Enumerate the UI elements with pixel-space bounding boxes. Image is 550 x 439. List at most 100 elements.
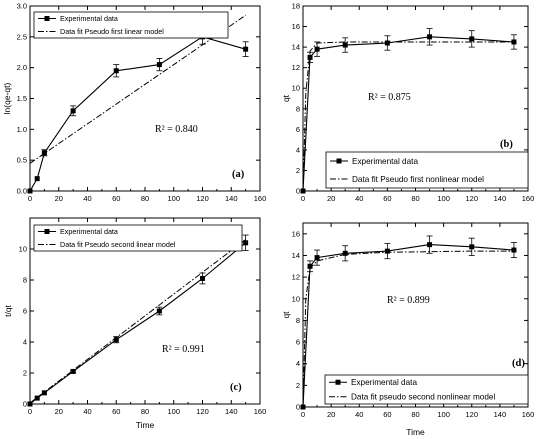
data-point	[27, 401, 33, 407]
legend-label: Experimental data	[60, 14, 118, 23]
data-point	[27, 188, 33, 194]
data-point	[41, 390, 47, 396]
data-point	[200, 275, 205, 281]
legend-label: Data fit pseudo second nonlinear model	[351, 393, 495, 402]
x-tick-label: 140	[225, 194, 238, 203]
data-point	[469, 244, 475, 250]
y-tick-label: 8	[296, 316, 300, 325]
x-tick-label: 120	[465, 410, 478, 419]
y-tick-label: 14	[292, 43, 300, 52]
legend-swatch-marker	[44, 229, 50, 234]
legend: Experimental data Data fit Pseudo second …	[33, 224, 243, 252]
x-tick-label: 160	[522, 410, 535, 419]
data-point	[314, 255, 320, 261]
x-tick-label: 20	[55, 407, 63, 416]
y-tick-label: 1.0	[17, 125, 27, 134]
data-point	[70, 368, 76, 374]
data-point	[469, 36, 475, 42]
panel-a: 0 20 40 60 80 100 120 140 160 0.0 0.5 1.0 1.5 2.0 2.5 3…	[2, 2, 266, 204]
y-axis-title: t/qt	[3, 304, 13, 316]
data-point	[243, 240, 249, 246]
legend-label: Experimental data	[352, 157, 418, 166]
x-tick-label: 140	[494, 194, 507, 203]
fit-line	[29, 239, 246, 404]
x-tick-label: 120	[196, 194, 209, 203]
x-tick-label: 160	[522, 194, 535, 203]
data-point	[511, 247, 517, 253]
panel-d: 0 20 40 60 80 100 120 140 160 0 2 4 6 8 10 12 14 16 qt Time…	[281, 222, 535, 437]
y-tick-label: 6	[296, 338, 300, 347]
x-tick-label: 0	[301, 194, 305, 203]
data-point	[342, 42, 348, 48]
x-tick-label: 0	[28, 407, 32, 416]
panel-label: (a)	[232, 169, 245, 180]
data-point	[384, 248, 390, 254]
x-tick-label: 20	[327, 194, 335, 203]
y-tick-label: 12	[292, 63, 300, 72]
data-point	[156, 62, 162, 68]
y-tick-label: 3.0	[17, 2, 27, 11]
y-tick-label: 6	[296, 125, 300, 134]
x-tick-label: 0	[28, 194, 32, 203]
y-tick-label: 16	[292, 22, 300, 31]
y-axis-title: qt	[281, 311, 291, 319]
data-point	[243, 46, 249, 52]
y-tick-label: 18	[292, 2, 300, 11]
data-point	[34, 395, 40, 401]
x-tick-label: 60	[383, 410, 391, 419]
x-tick-label: 80	[141, 194, 149, 203]
legend: Experimental data Data fit Pseudo first n…	[325, 151, 529, 189]
x-axis-title: Time	[136, 420, 155, 430]
y-tick-label: 1.5	[17, 94, 27, 103]
panel-label: (d)	[512, 358, 525, 369]
x-tick-label: 140	[494, 410, 507, 419]
legend-label: Data fit Pseudo first nonlinear model	[352, 175, 484, 184]
y-tick-label: 2	[23, 369, 27, 378]
legend-swatch-marker	[336, 158, 342, 164]
data-point	[70, 108, 76, 114]
panel-b: 0 20 40 60 80 100 120 140 160 0 2 4 6 8 10 12 14 16 18 qt R²…	[281, 2, 534, 204]
data-point	[511, 39, 517, 45]
x-tick-label: 80	[411, 194, 419, 203]
legend-box	[324, 374, 529, 405]
legend-swatch-marker	[335, 379, 341, 385]
x-tick-label: 140	[225, 407, 238, 416]
legend: Experimental data Data fit Pseudo first l…	[33, 11, 229, 39]
data-point	[113, 337, 119, 343]
y-tick-label: 10	[292, 84, 300, 93]
y-tick-label: 8	[296, 104, 300, 113]
data-point	[342, 250, 348, 256]
y-tick-label: 8	[23, 276, 27, 285]
r-squared-annotation: R² = 0.991	[162, 344, 205, 355]
x-tick-label: 160	[254, 407, 267, 416]
x-tick-label: 60	[112, 407, 120, 416]
x-tick-label: 40	[355, 194, 363, 203]
data-point	[427, 34, 433, 40]
data-point	[307, 263, 313, 269]
legend-box	[33, 11, 229, 39]
x-tick-label: 80	[141, 407, 149, 416]
legend-swatch-marker	[44, 16, 50, 21]
x-tick-label: 120	[465, 194, 478, 203]
legend: Experimental data Data fit pseudo second …	[324, 374, 529, 405]
x-tick-label: 120	[196, 407, 209, 416]
y-tick-label: 2.5	[17, 32, 27, 41]
data-point	[384, 40, 390, 46]
x-tick-label: 40	[83, 407, 91, 416]
x-tick-label: 0	[301, 410, 305, 419]
y-tick-label: 6	[23, 307, 27, 316]
x-tick-label: 40	[355, 410, 363, 419]
legend-label: Data fit Pseudo first linear model	[60, 27, 164, 36]
data-point	[307, 54, 313, 60]
x-tick-label: 100	[167, 407, 180, 416]
experimental-line	[29, 36, 246, 192]
x-tick-label: 40	[83, 194, 91, 203]
y-tick-label: 0.5	[17, 156, 27, 165]
data-point	[314, 46, 320, 52]
x-tick-label: 100	[437, 194, 450, 203]
panel-label: (c)	[230, 382, 242, 393]
y-tick-label: 2	[296, 381, 300, 390]
y-tick-label: 0	[296, 403, 300, 412]
legend-box	[325, 151, 529, 189]
